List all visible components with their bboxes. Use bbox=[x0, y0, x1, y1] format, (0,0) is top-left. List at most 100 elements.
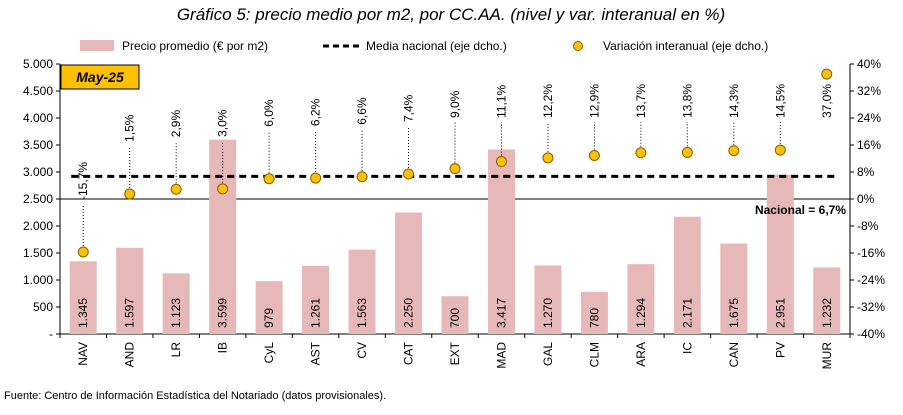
left-tick-label: 3.000 bbox=[23, 165, 53, 179]
variation-label: 11,1% bbox=[494, 85, 508, 118]
left-tick-label: 500 bbox=[33, 300, 53, 314]
source-footnote: Fuente: Centro de Información Estadístic… bbox=[4, 390, 387, 402]
variation-marker bbox=[681, 146, 693, 158]
variation-label: 14,5% bbox=[773, 84, 787, 118]
price-bar-label: 1.597 bbox=[123, 298, 137, 328]
price-bar bbox=[720, 243, 748, 334]
right-tick-label: 24% bbox=[857, 111, 881, 125]
right-tick-label: 16% bbox=[857, 138, 881, 152]
price-bar-label: 3.599 bbox=[216, 298, 230, 328]
right-tick-label: -8% bbox=[857, 219, 879, 233]
price-bar-label: 1.345 bbox=[76, 298, 90, 328]
category-label: NAV bbox=[76, 342, 90, 366]
price-bar bbox=[580, 291, 608, 334]
variation-label: 14,3% bbox=[727, 84, 741, 118]
variation-label: 37,0% bbox=[820, 84, 834, 118]
price-bar-label: 2.250 bbox=[402, 298, 416, 328]
category-label: CAN bbox=[727, 342, 741, 367]
legend-label-national: Media nacional (eje dcho.) bbox=[366, 39, 507, 53]
price-bar bbox=[673, 216, 701, 334]
variation-label: 12,2% bbox=[541, 84, 555, 118]
price-bar-label: 1.232 bbox=[820, 298, 834, 328]
variation-marker bbox=[821, 68, 833, 80]
price-bar-label: 2.951 bbox=[773, 298, 787, 328]
price-bar bbox=[766, 174, 794, 334]
right-tick-label: -40% bbox=[857, 327, 885, 341]
legend-label-price: Precio promedio (€ por m2) bbox=[122, 39, 268, 53]
variation-label: 13,8% bbox=[680, 84, 694, 118]
variation-label: 9,0% bbox=[448, 90, 462, 118]
price-bar bbox=[534, 265, 562, 334]
right-tick-label: -24% bbox=[857, 273, 885, 287]
price-bar bbox=[116, 247, 144, 334]
category-label: MUR bbox=[820, 342, 834, 370]
right-tick-label: 32% bbox=[857, 84, 881, 98]
variation-marker bbox=[635, 147, 647, 159]
category-label: LR bbox=[169, 342, 183, 358]
variation-marker bbox=[542, 152, 554, 164]
left-tick-label: 4.000 bbox=[23, 111, 53, 125]
legend-label-variation: Variación interanual (eje dcho.) bbox=[603, 39, 768, 53]
variation-marker bbox=[124, 188, 136, 200]
variation-marker bbox=[728, 145, 740, 157]
legend-swatch-price bbox=[80, 40, 114, 51]
variation-label: 7,4% bbox=[402, 94, 416, 122]
price-bar bbox=[395, 212, 423, 334]
price-bar-label: 3.417 bbox=[494, 298, 508, 328]
price-bar bbox=[813, 267, 841, 334]
category-label: CLM bbox=[587, 342, 601, 367]
price-bar-label: 1.261 bbox=[309, 298, 323, 328]
price-bar-label: 700 bbox=[448, 308, 462, 328]
right-tick-label: -32% bbox=[857, 300, 885, 314]
variation-label: 2,9% bbox=[169, 110, 183, 138]
variation-label: 6,6% bbox=[355, 97, 369, 125]
left-tick-label: 4.500 bbox=[23, 84, 53, 98]
price-bar-label: 1.294 bbox=[634, 298, 648, 328]
period-badge bbox=[60, 64, 140, 90]
variation-label: 6,0% bbox=[262, 99, 276, 127]
right-tick-label: 0% bbox=[857, 192, 875, 206]
category-label: GAL bbox=[541, 342, 555, 366]
price-bar bbox=[487, 149, 515, 334]
variation-label: 12,9% bbox=[587, 84, 601, 118]
price-bar bbox=[162, 273, 190, 334]
left-tick-label: 1.000 bbox=[23, 273, 53, 287]
left-tick-label: 3.500 bbox=[23, 138, 53, 152]
variation-label: 3,0% bbox=[216, 109, 230, 137]
variation-marker bbox=[774, 144, 786, 156]
left-tick-label: 5.000 bbox=[23, 57, 53, 71]
variation-marker bbox=[170, 183, 182, 195]
price-bar-label: 1.675 bbox=[727, 298, 741, 328]
price-bar-label: 2.171 bbox=[680, 298, 694, 328]
price-bar bbox=[441, 296, 469, 334]
price-bar-label: 979 bbox=[262, 308, 276, 328]
variation-marker bbox=[77, 246, 89, 258]
variation-marker bbox=[217, 183, 229, 195]
variation-marker bbox=[263, 173, 275, 185]
variation-marker bbox=[588, 149, 600, 161]
category-label: PV bbox=[773, 342, 787, 358]
price-bar bbox=[69, 261, 97, 334]
left-tick-label: 2.500 bbox=[23, 192, 53, 206]
category-label: CAT bbox=[402, 341, 416, 365]
price-bar bbox=[209, 139, 237, 334]
right-tick-label: 8% bbox=[857, 165, 875, 179]
period-badge-label: May-25 bbox=[76, 69, 124, 85]
category-label: CyL bbox=[262, 342, 276, 364]
price-bar bbox=[348, 249, 376, 334]
variation-marker bbox=[403, 168, 415, 180]
price-bar bbox=[627, 264, 655, 334]
category-label: CV bbox=[355, 342, 369, 359]
variation-label: 13,7% bbox=[634, 84, 648, 118]
category-label: IB bbox=[216, 342, 230, 353]
chart-title: Gráfico 5: precio medio por m2, por CC.A… bbox=[177, 5, 725, 24]
category-label: IC bbox=[680, 342, 694, 354]
category-label: MAD bbox=[494, 342, 508, 369]
variation-label: 1,5% bbox=[123, 114, 137, 142]
variation-marker bbox=[449, 163, 461, 175]
variation-marker bbox=[495, 156, 507, 168]
legend-marker-variation bbox=[573, 41, 583, 51]
price-bar-label: 780 bbox=[587, 308, 601, 328]
right-tick-label: 40% bbox=[857, 57, 881, 71]
